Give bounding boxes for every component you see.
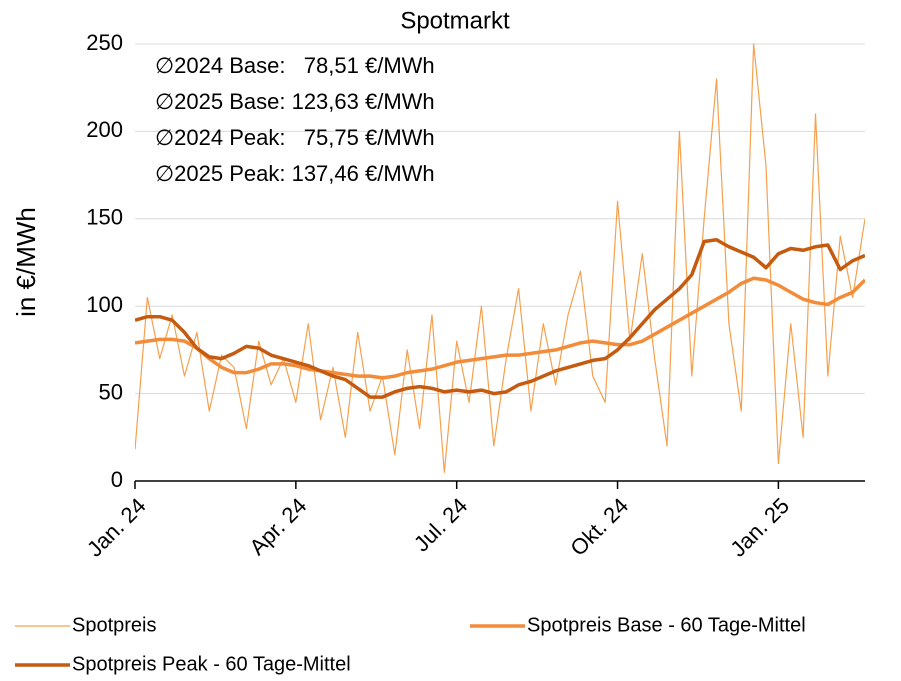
x-tick-label: Jan. 24 <box>82 493 151 562</box>
y-tick-label: 50 <box>99 379 123 404</box>
y-tick-label: 100 <box>86 292 123 317</box>
series-line <box>135 276 865 380</box>
y-tick-label: 150 <box>86 205 123 230</box>
x-tick-label: Jul. 24 <box>409 493 473 557</box>
y-axis-label: in €/MWh <box>11 207 41 317</box>
series-line <box>135 43 865 473</box>
series-line <box>135 238 865 399</box>
x-tick-label: Jan. 25 <box>725 493 794 562</box>
annotation: ∅2025 Peak: 137,46 €/MWh <box>155 161 435 186</box>
chart-title: Spotmarkt <box>400 7 510 34</box>
legend-label: Spotpreis Base - 60 Tage-Mittel <box>527 614 806 636</box>
x-tick-label: Apr. 24 <box>245 493 312 560</box>
y-tick-label: 250 <box>86 30 123 55</box>
legend-label: Spotpreis Peak - 60 Tage-Mittel <box>72 653 351 675</box>
annotation: ∅2024 Peak: 75,75 €/MWh <box>155 125 435 150</box>
annotation: ∅2025 Base: 123,63 €/MWh <box>155 89 435 114</box>
annotation: ∅2024 Base: 78,51 €/MWh <box>155 53 435 78</box>
legend-label: Spotpreis <box>72 614 157 636</box>
y-tick-label: 0 <box>111 467 123 492</box>
y-tick-label: 200 <box>86 117 123 142</box>
x-tick-label: Okt. 24 <box>565 493 633 561</box>
